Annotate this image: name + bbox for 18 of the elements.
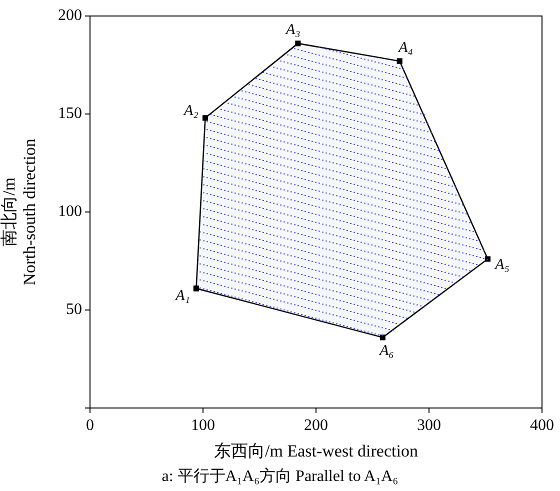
y-tick-label: 150 [58, 105, 82, 122]
annotation: A₃ [284, 22, 300, 38]
x-tick-label: 200 [304, 416, 328, 434]
x-tick-label: 300 [417, 416, 441, 434]
text: a: 平行于A₁A₆方向 Parallel to A₁A₆ [160, 466, 400, 487]
annotation: A₅ [494, 256, 510, 273]
y-tick-label: 100 [58, 203, 82, 220]
x-tick-label: 100 [191, 416, 215, 434]
x-axis-title: 东西向/m East-west direction [214, 441, 418, 460]
y-tick-label: 50 [66, 301, 82, 318]
x-tick-label: 0 [86, 416, 94, 434]
annotation: A₂ [182, 103, 198, 120]
x-tick-label: 400 [530, 416, 554, 434]
annotation: A₆ [378, 342, 394, 359]
annotation: A₁ [174, 288, 190, 304]
annotation: A₄ [398, 40, 414, 56]
y-tick-label: 200 [58, 7, 82, 24]
y-axis-title: 南北向/m North-south direction [0, 138, 40, 286]
